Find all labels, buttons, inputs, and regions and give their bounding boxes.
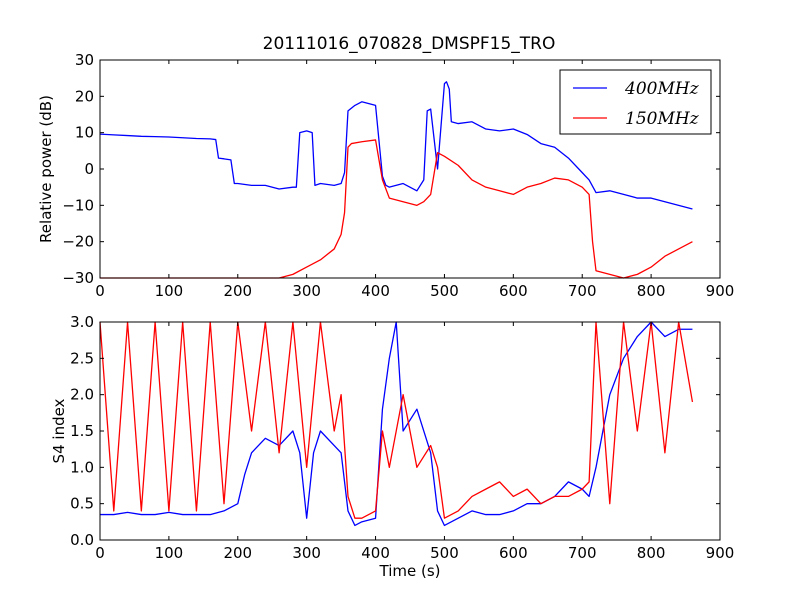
x-axis-label: Time (s) — [379, 562, 441, 580]
s4-x-tick-label: 700 — [568, 544, 597, 562]
power-y-tick-label: 10 — [75, 124, 94, 142]
power-panel: 0 100 200 300 400 500 600 700 800 900 −30 −20 −10 0 10… — [37, 51, 734, 300]
s4-x-tick-label: 600 — [499, 544, 528, 562]
power-x-tick-label: 500 — [430, 282, 459, 300]
legend-box — [559, 69, 712, 135]
power-x-tick-label: 900 — [706, 282, 735, 300]
s4-x-tick-label: 100 — [155, 544, 184, 562]
s4-x-tick-label: 0 — [95, 544, 105, 562]
power-ticks: 0 100 200 300 400 500 600 700 800 900 −30 −20 −10 0 10… — [62, 51, 734, 300]
s4-x-tick-label: 900 — [706, 544, 735, 562]
power-series-line-400mhz — [99, 81, 693, 210]
chart-title: 20111016_070828_DMSPF15_TRO — [263, 34, 556, 54]
power-y-tick-label: −10 — [62, 196, 94, 214]
s4-y-tick-label: 1.5 — [70, 422, 94, 440]
power-y-axis-label: Relative power (dB) — [37, 95, 55, 243]
s4-y-tick-label: 2.0 — [70, 386, 94, 404]
s4-y-tick-label: 1.0 — [70, 458, 94, 476]
s4-x-tick-label: 400 — [361, 544, 390, 562]
s4-x-tick-label: 200 — [223, 544, 252, 562]
power-x-tick-label: 100 — [155, 282, 184, 300]
legend: 400MHz 150MHz — [559, 69, 712, 135]
power-y-tick-label: −20 — [62, 233, 94, 251]
power-x-tick-label: 700 — [568, 282, 597, 300]
power-y-tick-label: 20 — [75, 87, 94, 105]
power-x-tick-label: 0 — [95, 282, 105, 300]
power-x-tick-label: 300 — [292, 282, 321, 300]
power-x-tick-label: 800 — [637, 282, 666, 300]
s4-panel: 0 100 200 300 400 500 600 700 800 900 0.0 0.5 1.0 1.5… — [50, 313, 734, 580]
s4-y-tick-label: 2.5 — [70, 349, 94, 367]
s4-series-line-400mhz — [100, 321, 693, 527]
power-x-tick-label: 200 — [223, 282, 252, 300]
power-y-tick-label: −30 — [62, 269, 94, 287]
power-x-tick-label: 600 — [499, 282, 528, 300]
s4-x-tick-label: 300 — [292, 544, 321, 562]
power-y-tick-label: 0 — [84, 160, 94, 178]
s4-y-axis-label: S4 index — [50, 398, 68, 463]
s4-y-tick-label: 3.0 — [70, 313, 94, 331]
s4-y-tick-label: 0.5 — [70, 495, 94, 513]
power-y-tick-label: 30 — [75, 51, 94, 69]
power-x-tick-label: 400 — [361, 282, 390, 300]
legend-label-150mhz: 150MHz — [625, 109, 700, 129]
s4-x-tick-label: 500 — [430, 544, 459, 562]
s4-ticks: 0 100 200 300 400 500 600 700 800 900 0.0 0.5 1.0 1.5… — [70, 313, 734, 562]
s4-y-tick-label: 0.0 — [70, 531, 94, 549]
s4-x-tick-label: 800 — [637, 544, 666, 562]
legend-label-400mhz: 400MHz — [624, 79, 700, 99]
